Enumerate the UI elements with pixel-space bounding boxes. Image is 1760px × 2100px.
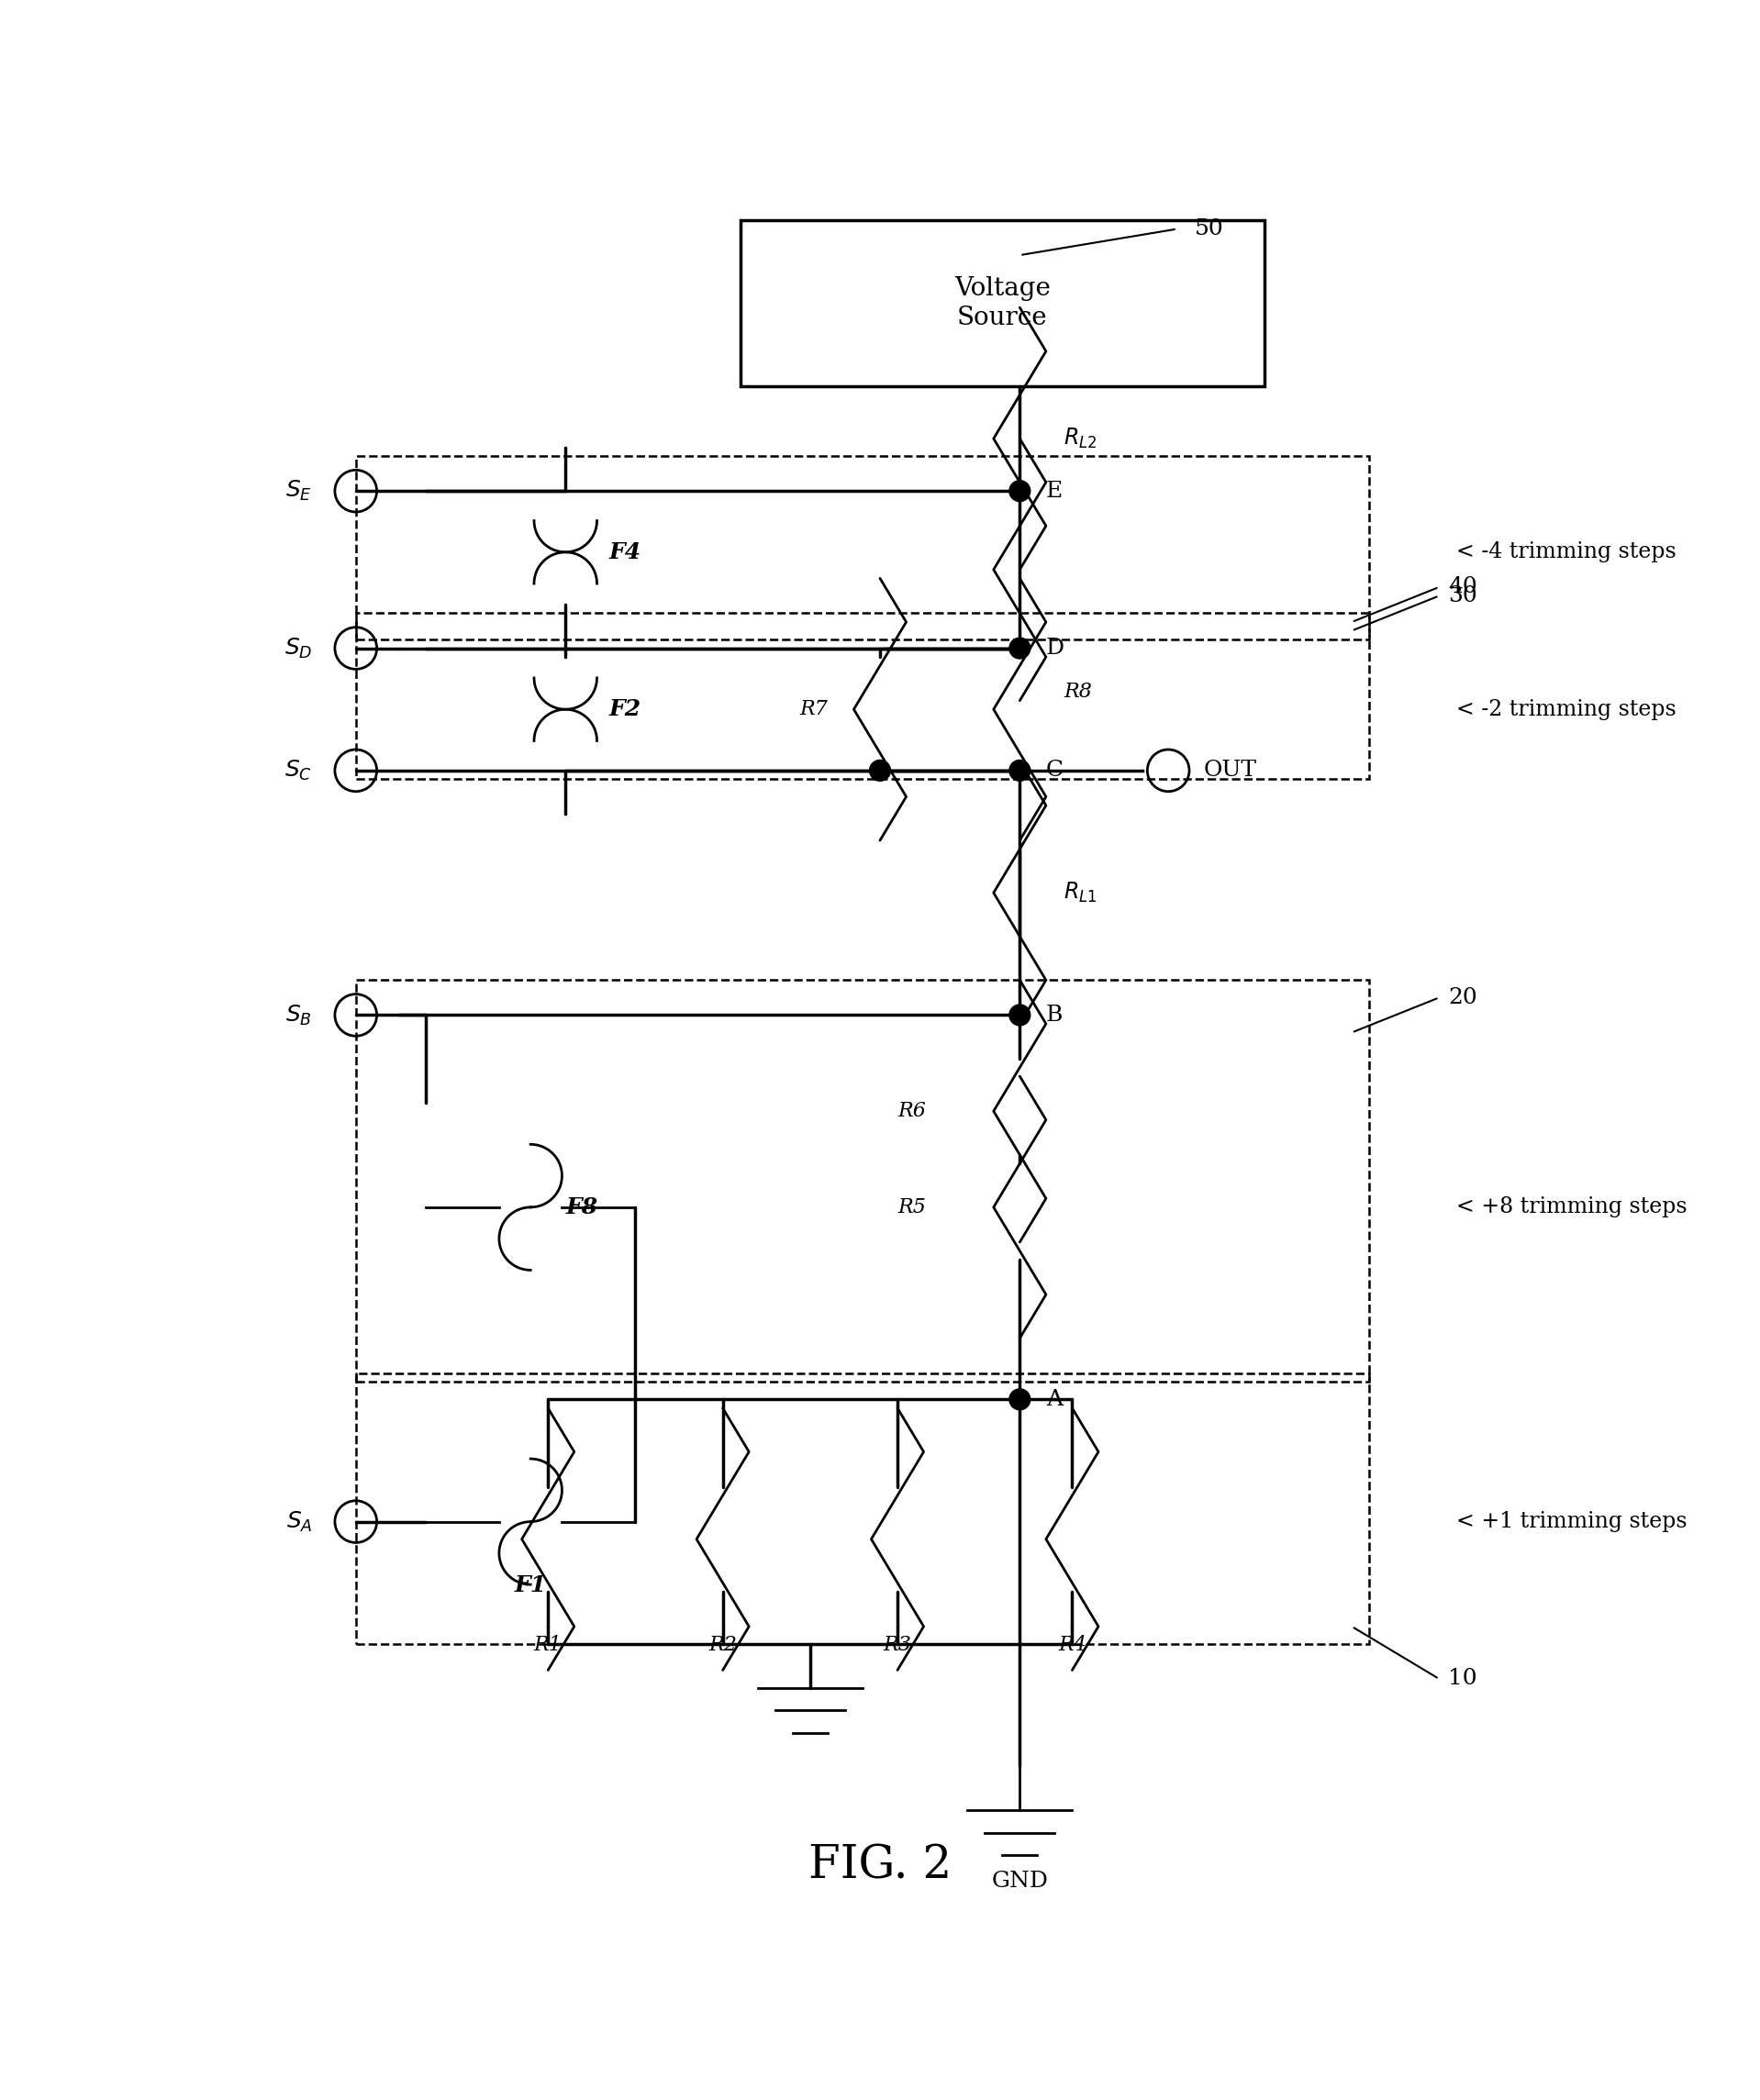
- Text: A: A: [1045, 1388, 1063, 1409]
- Circle shape: [869, 760, 891, 781]
- Text: F4: F4: [609, 542, 641, 563]
- Text: R8: R8: [1063, 683, 1091, 701]
- Text: R6: R6: [898, 1100, 926, 1121]
- Text: $S_A$: $S_A$: [285, 1510, 312, 1533]
- Text: D: D: [1045, 638, 1065, 659]
- Text: F2: F2: [609, 699, 641, 720]
- Text: R1: R1: [533, 1636, 561, 1655]
- Text: < -4 trimming steps: < -4 trimming steps: [1457, 542, 1677, 563]
- Circle shape: [1008, 481, 1030, 502]
- Text: R7: R7: [799, 699, 827, 720]
- Text: Voltage
Source: Voltage Source: [954, 277, 1051, 330]
- Bar: [356, 981, 1369, 1382]
- Text: R5: R5: [898, 1197, 926, 1218]
- Text: FIG. 2: FIG. 2: [808, 1844, 952, 1888]
- Text: 40: 40: [1448, 578, 1477, 598]
- Circle shape: [1008, 1388, 1030, 1409]
- Text: $R_{L1}$: $R_{L1}$: [1063, 880, 1096, 905]
- Text: B: B: [1045, 1004, 1063, 1025]
- Bar: [356, 456, 1369, 640]
- Text: OUT: OUT: [1204, 760, 1257, 781]
- Text: $S_C$: $S_C$: [285, 758, 312, 783]
- Text: $S_D$: $S_D$: [283, 636, 312, 659]
- Text: < -2 trimming steps: < -2 trimming steps: [1457, 699, 1677, 720]
- Circle shape: [1008, 638, 1030, 659]
- Text: R3: R3: [884, 1636, 912, 1655]
- Text: 50: 50: [1195, 218, 1223, 239]
- Text: $S_E$: $S_E$: [285, 479, 312, 504]
- Text: R2: R2: [709, 1636, 737, 1655]
- Text: F1: F1: [514, 1575, 547, 1596]
- Text: $R_{L2}$: $R_{L2}$: [1063, 426, 1096, 452]
- Text: < +8 trimming steps: < +8 trimming steps: [1457, 1197, 1688, 1218]
- Text: F8: F8: [565, 1197, 598, 1218]
- Text: C: C: [1045, 760, 1063, 781]
- Text: 20: 20: [1448, 987, 1477, 1008]
- Text: GND: GND: [991, 1871, 1049, 1892]
- Text: R4: R4: [1058, 1636, 1086, 1655]
- Text: 30: 30: [1448, 586, 1477, 607]
- Circle shape: [1008, 1004, 1030, 1025]
- Text: $S_B$: $S_B$: [285, 1004, 312, 1027]
- Bar: [356, 613, 1369, 779]
- Text: E: E: [1045, 481, 1063, 502]
- Text: < +1 trimming steps: < +1 trimming steps: [1457, 1512, 1688, 1533]
- Bar: [356, 1373, 1369, 1644]
- Text: 10: 10: [1448, 1667, 1477, 1688]
- Circle shape: [1008, 760, 1030, 781]
